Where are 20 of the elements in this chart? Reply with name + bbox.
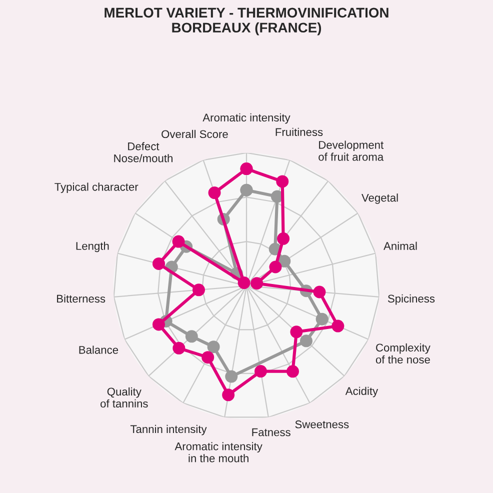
spoke-label: Animal bbox=[384, 242, 417, 250]
spoke-label: Length bbox=[76, 242, 109, 252]
spoke-label: Development of fruit aroma bbox=[318, 140, 384, 161]
spoke-label: Defect Nose/mouth bbox=[114, 142, 172, 162]
spoke-label: Overall Score bbox=[162, 130, 228, 138]
spoke-label: Sweetness bbox=[295, 420, 349, 428]
spoke-label: Vegetal bbox=[362, 194, 398, 204]
spoke-label: Aromatic intensity bbox=[202, 113, 290, 124]
spoke-label: Typical character bbox=[54, 182, 138, 194]
spoke-label: Quality of tannins bbox=[100, 387, 148, 408]
spoke-label: Fruitiness bbox=[276, 128, 323, 136]
spoke-label: Aromatic intensity in the mouth bbox=[174, 442, 262, 462]
chart-title: MERLOT VARIETY - THERMOVINIFICATION BORDEAUX (FRANCE) bbox=[104, 8, 388, 36]
spoke-label: Balance bbox=[79, 346, 118, 354]
spoke-label: Bitterness bbox=[57, 294, 106, 303]
spoke-label: Fatness bbox=[252, 428, 290, 436]
spoke-label: Tannin intensity bbox=[130, 424, 207, 436]
spoke-label: Complexity of the nose bbox=[376, 343, 430, 364]
spoke-label: Spiciness bbox=[388, 294, 435, 305]
spoke-label: Acidity bbox=[345, 386, 378, 398]
